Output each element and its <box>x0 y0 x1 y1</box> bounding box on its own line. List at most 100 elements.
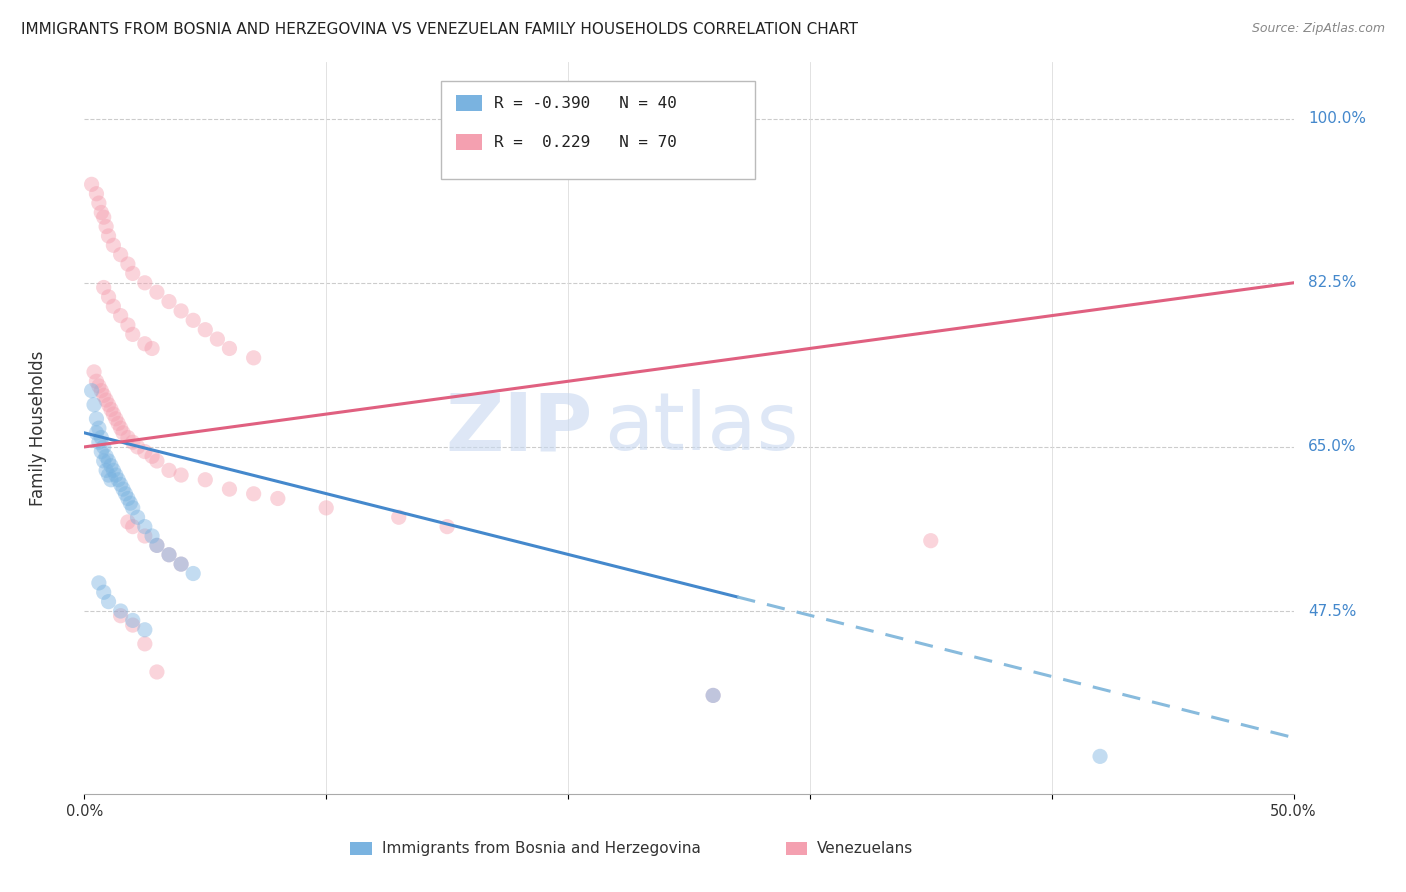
Point <box>134 444 156 458</box>
Point <box>117 431 139 445</box>
Point <box>97 290 120 304</box>
Point <box>170 304 193 318</box>
Point <box>103 407 125 421</box>
FancyBboxPatch shape <box>456 95 482 112</box>
Text: Venezuelans: Venezuelans <box>817 841 914 856</box>
Point <box>93 454 115 468</box>
Point <box>107 473 129 487</box>
Point <box>103 299 125 313</box>
Point <box>80 178 103 192</box>
Point <box>117 491 139 506</box>
Point <box>194 473 217 487</box>
Point <box>315 500 337 515</box>
Point <box>117 257 139 271</box>
Point <box>157 463 180 477</box>
Point <box>134 519 156 533</box>
Point <box>207 332 229 346</box>
Point <box>94 463 117 477</box>
Point <box>242 487 264 501</box>
Point <box>141 529 163 543</box>
Point <box>97 454 120 468</box>
Point <box>157 294 180 309</box>
Point <box>114 487 136 501</box>
Point <box>100 458 122 473</box>
Point <box>93 280 115 294</box>
Point <box>141 450 163 464</box>
Text: 100.0%: 100.0% <box>1308 112 1367 126</box>
Point <box>112 482 135 496</box>
Point <box>93 440 115 454</box>
Point <box>121 614 143 628</box>
Point <box>146 665 169 679</box>
Point <box>181 566 204 581</box>
Point <box>107 417 129 431</box>
Point <box>97 468 120 483</box>
Point <box>121 327 143 342</box>
Text: 65.0%: 65.0% <box>1308 440 1357 454</box>
Point <box>146 538 169 552</box>
Point <box>134 623 156 637</box>
Point <box>702 689 724 703</box>
Text: Immigrants from Bosnia and Herzegovina: Immigrants from Bosnia and Herzegovina <box>382 841 700 856</box>
FancyBboxPatch shape <box>350 842 373 855</box>
Text: 82.5%: 82.5% <box>1308 276 1357 290</box>
Point <box>267 491 290 506</box>
Point <box>218 342 240 356</box>
Point <box>194 323 217 337</box>
Point <box>83 365 105 379</box>
Point <box>90 384 112 398</box>
Point <box>112 425 135 440</box>
Point <box>110 604 132 618</box>
Point <box>121 267 143 281</box>
Point <box>121 500 143 515</box>
Text: ZIP: ZIP <box>444 389 592 467</box>
Point <box>157 548 180 562</box>
Point <box>87 435 110 450</box>
Point <box>110 477 132 491</box>
Point <box>103 463 125 477</box>
Point <box>127 510 149 524</box>
Point <box>87 421 110 435</box>
Point <box>242 351 264 365</box>
Point <box>117 318 139 332</box>
Point <box>86 411 108 425</box>
Text: R =  0.229   N = 70: R = 0.229 N = 70 <box>495 135 678 150</box>
FancyBboxPatch shape <box>441 81 755 179</box>
Point <box>94 392 117 407</box>
Point <box>436 519 458 533</box>
Point <box>83 398 105 412</box>
Point <box>117 515 139 529</box>
Point <box>134 336 156 351</box>
Point <box>87 575 110 590</box>
Text: Source: ZipAtlas.com: Source: ZipAtlas.com <box>1251 22 1385 36</box>
Point <box>170 468 193 483</box>
Point <box>146 454 169 468</box>
Point <box>86 374 108 388</box>
Point <box>121 519 143 533</box>
Point <box>94 450 117 464</box>
Text: 47.5%: 47.5% <box>1308 604 1357 618</box>
Point <box>93 388 115 402</box>
Point <box>90 444 112 458</box>
Point <box>170 557 193 571</box>
Point <box>97 228 120 243</box>
Point <box>218 482 240 496</box>
Text: IMMIGRANTS FROM BOSNIA AND HERZEGOVINA VS VENEZUELAN FAMILY HOUSEHOLDS CORRELATI: IMMIGRANTS FROM BOSNIA AND HERZEGOVINA V… <box>21 22 858 37</box>
Point <box>93 585 115 599</box>
Point <box>181 313 204 327</box>
Point <box>97 398 120 412</box>
Point <box>86 425 108 440</box>
Point <box>87 379 110 393</box>
Point <box>86 186 108 201</box>
Text: atlas: atlas <box>605 389 799 467</box>
Point <box>110 248 132 262</box>
Point <box>134 276 156 290</box>
Point <box>100 473 122 487</box>
Point <box>103 238 125 252</box>
Point <box>702 689 724 703</box>
Point <box>94 219 117 234</box>
Point <box>127 440 149 454</box>
FancyBboxPatch shape <box>456 134 482 150</box>
Point <box>920 533 942 548</box>
FancyBboxPatch shape <box>786 842 807 855</box>
